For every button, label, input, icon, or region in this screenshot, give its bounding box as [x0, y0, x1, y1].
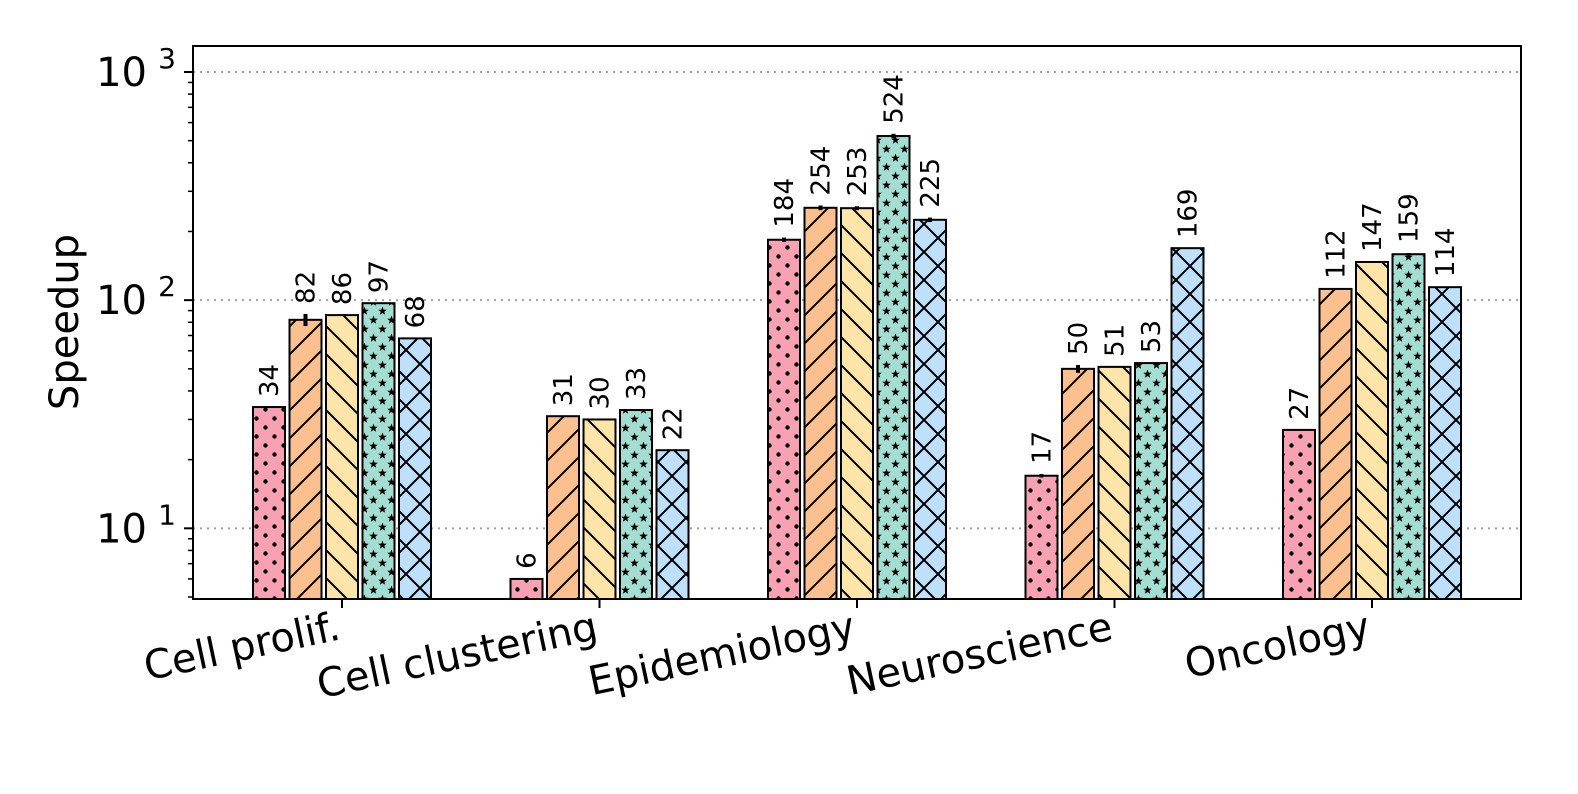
bar-hatch: [1355, 260, 1389, 600]
y-tick-exponent: 3: [158, 42, 176, 75]
bar-hatch: [288, 318, 323, 600]
data-label: 51: [1101, 324, 1131, 357]
bar-hatch: [1428, 286, 1462, 600]
data-label: 53: [1137, 320, 1167, 353]
bar-hatch: [655, 449, 690, 600]
category-label: Epidemiology: [584, 604, 859, 705]
bar-hatch: [252, 406, 286, 600]
bar-hatch: [1024, 474, 1059, 600]
y-axis-label: Speedup: [42, 234, 88, 410]
data-label: 112: [1322, 229, 1352, 279]
bar-hatch: [361, 302, 396, 600]
bar-hatch: [803, 206, 838, 600]
bar-hatch: [767, 238, 801, 600]
data-label: 34: [255, 364, 285, 397]
data-label: 184: [770, 178, 800, 228]
bar-hatch: [546, 415, 580, 601]
data-label: 22: [659, 407, 689, 440]
category-label: Cell prolif.: [140, 604, 344, 690]
y-tick-exponent: 2: [158, 270, 176, 303]
data-label: 253: [843, 147, 873, 197]
category-label: Neuroscience: [842, 604, 1116, 705]
category-label: Cell clustering: [313, 604, 602, 708]
data-label: 86: [328, 272, 358, 305]
bar-hatch: [509, 577, 544, 601]
bar-hatch: [1097, 365, 1132, 600]
bar-hatch: [1170, 247, 1205, 600]
y-tick-label: 10: [96, 50, 147, 96]
data-label: 27: [1285, 387, 1315, 420]
bar-hatch: [1061, 367, 1095, 600]
category-label: Oncology: [1181, 604, 1374, 688]
data-label: 169: [1174, 189, 1204, 239]
data-label: 6: [513, 552, 543, 569]
data-label: 147: [1358, 202, 1388, 252]
data-label: 33: [622, 367, 652, 400]
bar-hatch: [876, 135, 911, 600]
data-label: 159: [1395, 193, 1425, 243]
data-label: 30: [586, 376, 616, 409]
bar-hatch: [398, 337, 432, 600]
data-label: 97: [365, 260, 395, 293]
data-label: 114: [1431, 228, 1461, 278]
y-tick-exponent: 1: [158, 498, 176, 531]
data-label: 31: [549, 373, 579, 406]
bar-hatch: [1391, 253, 1426, 601]
bar-hatch: [325, 314, 359, 600]
data-label: 254: [807, 146, 837, 196]
data-label: 17: [1028, 431, 1058, 464]
bar-hatch: [619, 409, 653, 601]
data-label: 225: [916, 158, 946, 208]
y-tick-label: 10: [96, 506, 147, 552]
bar-hatch: [1282, 428, 1316, 600]
data-label: 524: [880, 74, 910, 124]
data-label: 68: [401, 295, 431, 328]
bar-hatch: [582, 418, 617, 601]
bar-hatch: [913, 218, 947, 600]
data-label: 50: [1064, 322, 1094, 355]
bar-hatch: [840, 207, 874, 600]
y-tick-label: 10: [96, 278, 147, 324]
bar-hatch: [1134, 362, 1168, 600]
bars: [252, 133, 1462, 601]
data-label: 82: [292, 271, 322, 304]
bar-hatch: [1318, 287, 1353, 600]
